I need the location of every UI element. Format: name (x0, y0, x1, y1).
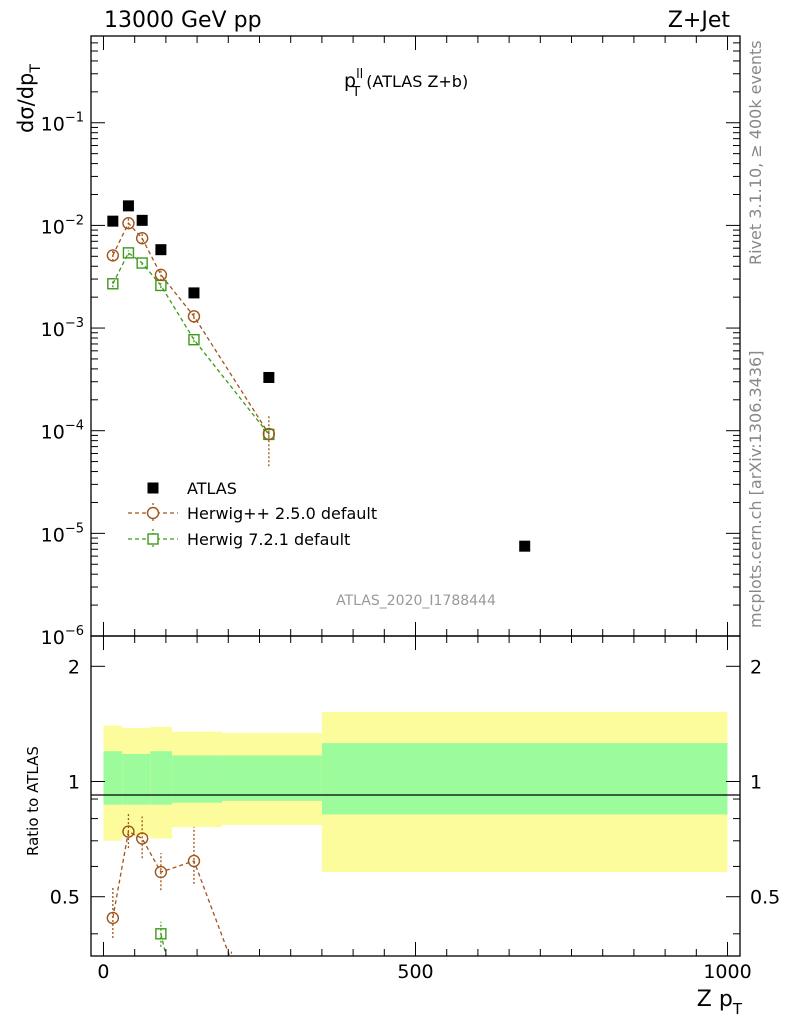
ratio-inner-band (172, 755, 223, 803)
herwig7-marker (107, 278, 119, 290)
atlas-data-point (519, 540, 531, 552)
herwigpp-marker (154, 268, 168, 282)
main-panel-ticks: 10−6 10−5 10−4 10−3 10−2 10−1 (41, 36, 740, 649)
atlas-data-point (107, 215, 119, 227)
ratio-panel-ticks: 0.5 0.5 1 1 2 2 0 500 1000 (50, 636, 780, 983)
legend-atlas-marker (147, 482, 159, 494)
legend-label: ATLAS (187, 479, 237, 498)
atlas-data-point (155, 244, 167, 256)
main-y-tick-label: 10−1 (41, 111, 84, 136)
main-y-tick-label: 10−2 (41, 213, 84, 238)
x-tick-label: 1000 (703, 961, 751, 983)
ratio-herwigpp-marker (135, 832, 149, 845)
legend-herwig7-marker (147, 533, 159, 545)
ratio-inner-band (103, 751, 123, 805)
header-right-text: Z+Jet (668, 8, 731, 33)
header-left-text: 13000 GeV pp (104, 8, 262, 33)
herwigpp-marker (135, 232, 149, 245)
herwigpp-marker (106, 249, 120, 262)
ratio-herwig7-line (160, 933, 167, 956)
ratio-inner-band (150, 751, 173, 805)
herwigpp-marker (187, 310, 201, 323)
ratio-y-tick-label-left: 0.5 (50, 887, 80, 909)
atlas-data-point (136, 214, 148, 226)
herwigpp-marker (122, 217, 135, 230)
ratio-y-tick-label-left: 2 (68, 656, 80, 678)
atlas-data-point (263, 371, 275, 383)
main-panel-data (106, 200, 531, 552)
x-axis-label: Z pT (697, 987, 743, 1018)
herwigpp-line (112, 222, 270, 435)
mcplots-label: mcplots.cern.ch [arXiv:1306.3436] (746, 351, 765, 628)
ratio-y-tick-label-left: 1 (68, 772, 80, 794)
main-y-tick-label: 10−5 (41, 521, 84, 546)
legend-label: Herwig 7.2.1 default (187, 530, 350, 549)
ratio-inner-band (122, 754, 151, 805)
ratio-y-tick-label-right: 0.5 (750, 887, 780, 909)
legend: ATLAS Herwig++ 2.5.0 default Herwig 7.2.1 … (128, 479, 377, 549)
ratio-herwigpp-marker (106, 911, 120, 925)
ratio-inner-band (222, 755, 322, 801)
main-y-axis-label: dσ/dpT (14, 64, 44, 133)
ratio-y-tick-label-right: 2 (750, 656, 762, 678)
atlas-data-point (188, 287, 200, 299)
rivet-version-label: Rivet 3.1.10, ≥ 400k events (746, 40, 765, 265)
ratio-y-axis-label: Ratio to ATLAS (24, 746, 42, 856)
ratio-inner-band (321, 743, 728, 815)
herwigpp-marker (262, 427, 276, 441)
x-tick-label: 0 (97, 961, 109, 983)
ratio-panel-data (106, 812, 233, 956)
ratio-herwigpp-line (112, 830, 231, 956)
herwig7-marker (188, 334, 200, 346)
main-y-tick-label: 10−3 (41, 316, 84, 341)
herwig7-line (112, 251, 270, 435)
analysis-watermark: ATLAS_2020_I1788444 (336, 593, 496, 609)
herwig7-marker (122, 247, 135, 259)
ratio-uncertainty-bands (103, 711, 728, 873)
herwig7-marker (136, 257, 148, 269)
ratio-herwigpp-marker (122, 825, 135, 838)
main-y-tick-label: 10−4 (41, 419, 84, 444)
ratio-y-tick-label-right: 1 (750, 772, 762, 794)
plot-title: pll T(ATLAS Z+b) (344, 67, 468, 100)
ratio-herwigpp-marker (187, 854, 201, 868)
atlas-data-point (122, 200, 134, 212)
x-tick-label: 500 (397, 961, 433, 983)
main-y-tick-label: 10−6 (41, 624, 84, 649)
ratio-herwig7-marker (155, 928, 167, 940)
ratio-herwigpp-marker (154, 865, 168, 879)
legend-herwigpp-marker (146, 506, 160, 520)
legend-label: Herwig++ 2.5.0 default (187, 504, 377, 523)
